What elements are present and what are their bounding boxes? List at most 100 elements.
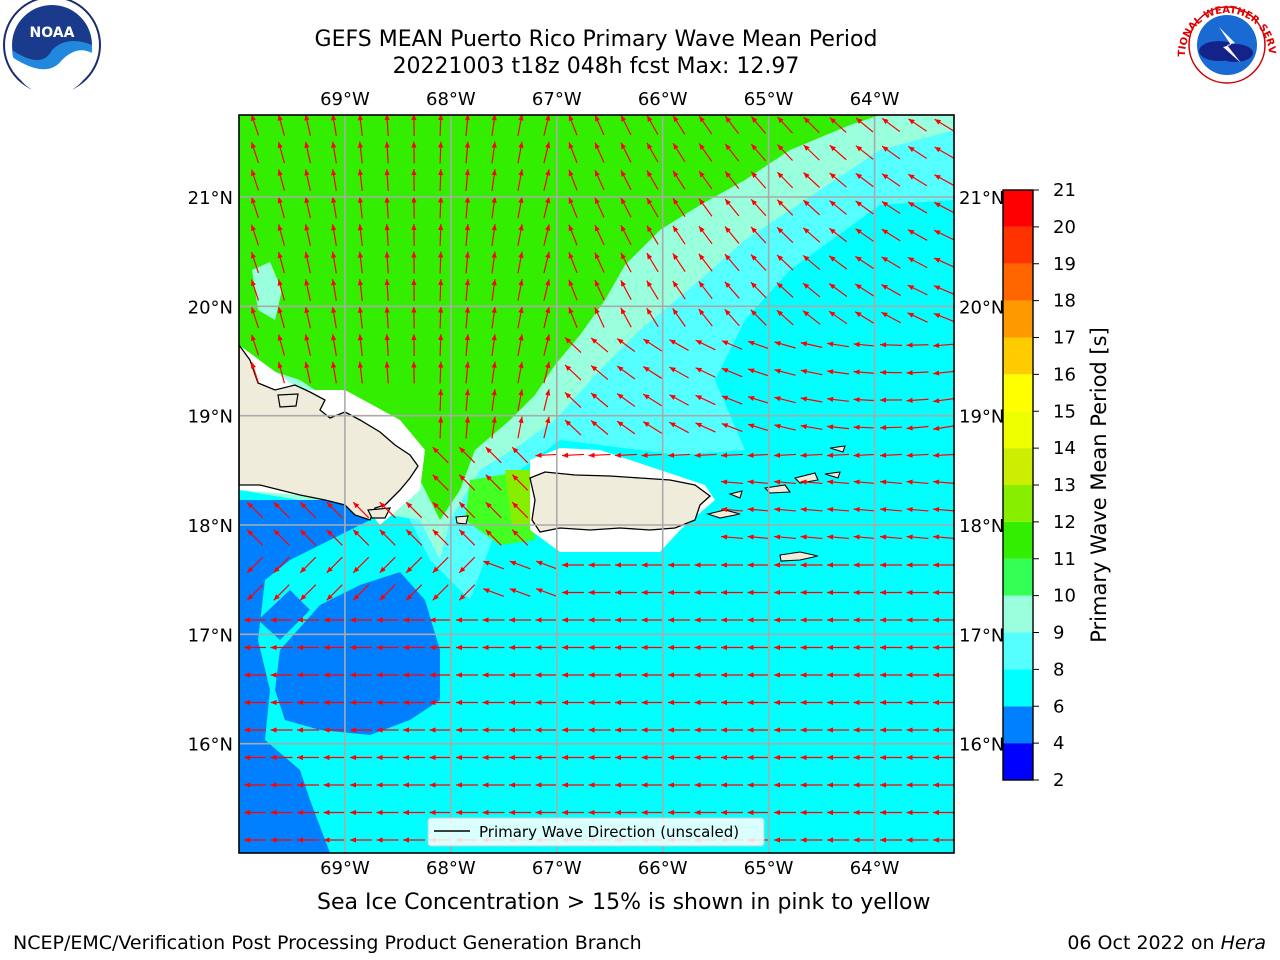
lon-tick-label-bottom: 65°W: [744, 858, 794, 879]
wave-direction-arrow: [509, 560, 531, 570]
wave-direction-arrow: [458, 584, 476, 601]
wave-direction-arrow: [331, 169, 337, 191]
wave-direction-arrow: [564, 419, 582, 436]
wave-direction-arrow: [350, 699, 372, 706]
wave-direction-arrow: [880, 617, 902, 623]
colorbar-segment: [1003, 485, 1033, 522]
wave-direction-arrow: [304, 115, 311, 136]
colorbar-tick-label: 4: [1053, 733, 1064, 754]
wave-direction-arrow: [800, 424, 823, 430]
wave-direction-arrow: [615, 562, 637, 568]
wave-direction-arrow: [932, 534, 954, 540]
wave-direction-arrow: [588, 672, 611, 678]
wave-direction-arrow: [724, 253, 740, 272]
wave-direction-arrow: [880, 699, 902, 706]
wave-direction-arrow: [458, 556, 476, 574]
colorbar-tick-label: 2: [1053, 770, 1064, 791]
wave-direction-arrow: [543, 224, 551, 246]
wave-direction-arrow: [698, 253, 713, 272]
wave-direction-arrow: [277, 224, 285, 246]
wave-direction-arrow: [432, 529, 449, 546]
colorbar-tick-label: 8: [1053, 659, 1064, 680]
wave-direction-arrow: [535, 644, 558, 651]
wave-direction-arrow: [933, 837, 954, 843]
wave-direction-arrow: [543, 141, 551, 164]
wave-direction-arrow: [826, 479, 850, 485]
wave-direction-arrow: [802, 199, 821, 216]
wave-direction-arrow: [620, 224, 632, 246]
wave-direction-arrow: [352, 556, 370, 574]
wave-direction-arrow: [543, 389, 551, 411]
wave-direction-arrow: [588, 809, 611, 816]
wave-direction-arrow: [829, 200, 847, 215]
wave-direction-arrow: [482, 672, 505, 678]
wave-direction-arrow: [747, 699, 770, 706]
wave-direction-arrow: [880, 754, 902, 761]
wave-direction-arrow: [438, 388, 444, 412]
wave-direction-arrow: [906, 534, 929, 540]
wave-direction-arrow: [297, 727, 319, 733]
wave-direction-arrow: [881, 145, 901, 160]
wave-direction-arrow: [932, 479, 954, 485]
wave-direction-arrow: [747, 727, 770, 733]
colorbar-segment: [1003, 374, 1033, 412]
wave-direction-arrow: [668, 727, 690, 733]
wave-direction-arrow: [485, 501, 502, 519]
wave-direction-arrow: [384, 196, 390, 219]
wave-direction-arrow: [803, 116, 820, 134]
wave-direction-arrow: [379, 501, 396, 519]
wave-direction-arrow: [357, 141, 364, 164]
wave-direction-arrow: [491, 416, 497, 439]
wave-direction-arrow: [352, 584, 370, 601]
wave-direction-arrow: [438, 168, 444, 192]
wave-direction-arrow: [615, 589, 637, 596]
wave-direction-arrow: [438, 306, 444, 329]
wave-direction-arrow: [800, 479, 823, 485]
wave-direction-arrow: [250, 334, 260, 356]
wave-direction-arrow: [277, 196, 285, 219]
wave-direction-arrow: [720, 479, 744, 485]
wave-direction-arrow: [482, 617, 505, 623]
lat-tick-label-right: 18°N: [959, 516, 1004, 537]
wave-direction-arrow: [403, 644, 425, 651]
colorbar-tick-label: 11: [1053, 549, 1076, 570]
wave-direction-arrow: [879, 397, 903, 403]
wave-direction-arrow: [721, 644, 743, 651]
wave-direction-arrow: [323, 809, 346, 816]
wave-direction-arrow: [881, 311, 901, 324]
wave-direction-arrow: [802, 254, 821, 271]
wave-direction-arrow: [357, 334, 364, 356]
colorbar-segment: [1003, 263, 1033, 301]
wave-direction-arrow: [543, 416, 551, 439]
wave-direction-arrow: [672, 197, 686, 218]
wave-direction-arrow: [853, 534, 876, 540]
wave-direction-arrow: [270, 782, 293, 788]
wave-direction-arrow: [777, 116, 793, 134]
wave-direction-arrow: [561, 452, 585, 458]
wave-direction-arrow: [464, 278, 471, 302]
wave-direction-arrow: [403, 837, 425, 843]
colorbar-tick-label: 16: [1053, 364, 1076, 385]
wave-direction-arrow: [853, 562, 876, 568]
wave-direction-arrow: [800, 782, 823, 788]
wave-direction-arrow: [429, 754, 452, 761]
wave-direction-arrow: [615, 727, 637, 733]
wave-direction-arrow: [668, 562, 690, 568]
wave-direction-arrow: [270, 727, 293, 733]
wave-direction-arrow: [641, 699, 664, 706]
wave-direction-arrow: [694, 617, 717, 623]
wave-direction-arrow: [826, 534, 850, 540]
wave-direction-arrow: [326, 556, 343, 574]
wave-direction-arrow: [880, 809, 902, 816]
wave-direction-arrow: [590, 337, 609, 353]
wave-direction-arrow: [802, 227, 821, 243]
wave-direction-arrow: [750, 198, 767, 217]
wave-direction-arrow: [616, 337, 636, 353]
wave-direction-arrow: [535, 782, 558, 788]
wave-direction-arrow: [642, 421, 663, 434]
wave-direction-arrow: [326, 501, 343, 519]
wave-direction-arrow: [482, 809, 505, 816]
wave-direction-arrow: [250, 306, 260, 329]
wave-direction-arrow: [323, 782, 346, 788]
wave-direction-arrow: [411, 223, 417, 247]
